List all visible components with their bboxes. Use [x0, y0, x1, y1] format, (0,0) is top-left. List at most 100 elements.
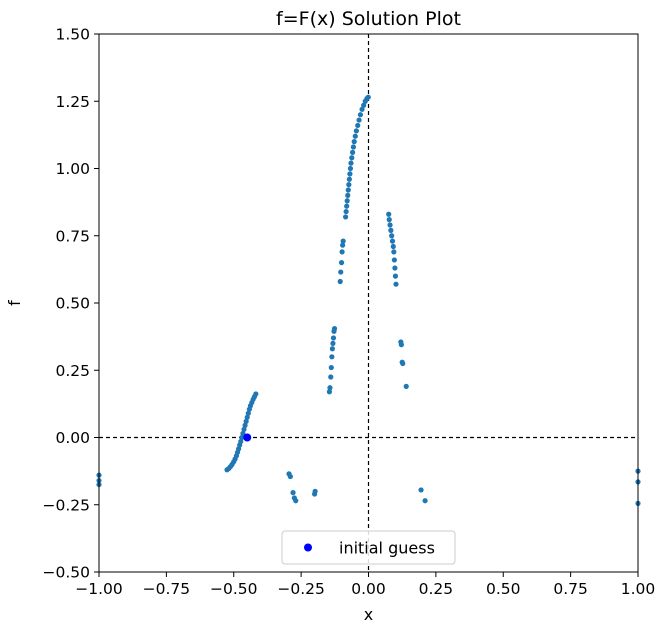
solution-point [253, 391, 259, 397]
solution-point [338, 260, 345, 266]
solution-point [390, 243, 396, 250]
solution-point [347, 165, 354, 172]
solution-point [347, 171, 353, 177]
series-initial-guess [243, 433, 252, 442]
solution-point [348, 160, 354, 166]
solution-point [326, 389, 333, 395]
solution-point [328, 374, 334, 380]
x-tick-label: 0.25 [419, 580, 454, 598]
solution-point [389, 238, 396, 244]
data-series [96, 94, 641, 507]
solution-point [389, 233, 395, 239]
x-tick-label: −1.00 [75, 580, 123, 598]
x-tick-label: −0.75 [143, 580, 191, 598]
solution-point [398, 342, 404, 348]
y-tick-label: −0.50 [43, 564, 91, 582]
solution-point [329, 354, 335, 360]
solution-point [329, 346, 335, 352]
chart-title: f=F(x) Solution Plot [276, 8, 461, 30]
y-axis-label: f [5, 300, 24, 306]
solution-point [239, 434, 245, 441]
solution-point [240, 430, 246, 437]
y-tick-label: 0.00 [55, 429, 90, 447]
solution-point [343, 208, 349, 215]
x-tick-label: 0.00 [351, 580, 386, 598]
solution-point [340, 238, 346, 244]
solution-point [349, 155, 355, 161]
x-axis-ticks: −1.00 −0.75 −0.50 −0.25 0.00 0.25 0.50 0.75 1.00 [75, 572, 655, 598]
reference-lines [99, 34, 638, 572]
solution-point [346, 182, 352, 188]
solution-point [349, 149, 356, 155]
solution-point [245, 410, 251, 416]
legend-label-initial-guess: initial guess [339, 539, 435, 558]
solution-point [391, 257, 397, 263]
solution-point [418, 487, 424, 493]
y-tick-label: −0.25 [43, 496, 91, 514]
solution-point [244, 414, 250, 420]
solution-point [386, 211, 392, 217]
solution-point [328, 364, 334, 371]
solution-point [338, 269, 344, 275]
y-axis-ticks: −0.50 −0.25 0.00 0.25 0.50 0.75 1.00 1.25 1.50 [43, 26, 99, 582]
solution-point [350, 144, 357, 150]
solution-point [361, 102, 367, 108]
x-tick-label: 1.00 [621, 580, 656, 598]
solution-point [345, 192, 351, 198]
x-tick-label: 0.75 [553, 580, 588, 598]
solution-point [391, 249, 397, 255]
y-tick-label: 0.75 [55, 227, 90, 245]
solution-point [392, 273, 399, 279]
solution-point [241, 426, 247, 433]
x-tick-label: −0.50 [210, 580, 258, 598]
y-tick-label: 1.25 [55, 93, 90, 111]
solution-point [386, 217, 392, 223]
x-tick-label: 0.50 [486, 580, 521, 598]
solution-point [287, 473, 293, 480]
solution-point [345, 187, 351, 193]
solution-point [290, 490, 296, 496]
solution-point [330, 340, 336, 346]
solution-point [340, 242, 346, 248]
y-tick-label: 1.00 [55, 160, 90, 178]
solution-point [356, 117, 362, 123]
solution-point [344, 198, 350, 204]
solution-point [388, 227, 394, 233]
solution-point [242, 422, 248, 428]
solution-point [392, 265, 398, 271]
solution-point [387, 222, 393, 228]
solution-point [330, 335, 337, 341]
y-tick-label: 1.50 [55, 26, 90, 44]
legend-box [281, 530, 456, 565]
solution-point [351, 139, 357, 145]
y-tick-label: 0.25 [55, 362, 90, 380]
solution-point [312, 488, 318, 494]
solution-point [337, 278, 343, 285]
solution-point [355, 122, 361, 129]
solution-point [359, 106, 365, 112]
x-axis-label: x [364, 605, 373, 624]
solution-point [327, 385, 333, 391]
legend: initial guess [281, 530, 456, 565]
solution-point [357, 112, 364, 118]
solution-point [342, 214, 349, 220]
solution-point [243, 418, 249, 424]
solution-point [238, 438, 244, 445]
series-solution-points [96, 94, 641, 507]
initial-guess-point [243, 433, 252, 442]
solution-point [331, 325, 338, 332]
x-tick-label: −0.25 [277, 580, 325, 598]
solution-point [422, 498, 428, 504]
solution-point [403, 383, 409, 389]
solution-point [344, 203, 350, 209]
solution-point [393, 281, 399, 287]
solution-point [353, 128, 359, 134]
solution-point [346, 176, 352, 182]
legend-marker-initial-guess [304, 543, 312, 552]
solution-point [352, 133, 358, 139]
y-tick-label: 0.50 [55, 295, 90, 313]
solution-point [293, 498, 299, 504]
solution-point [400, 360, 406, 367]
